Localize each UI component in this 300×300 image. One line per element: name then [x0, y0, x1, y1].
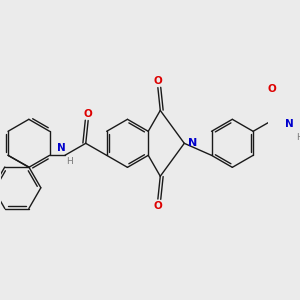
Text: H: H [296, 133, 300, 142]
Text: N: N [188, 138, 197, 148]
Text: H: H [66, 157, 73, 166]
Text: O: O [154, 201, 162, 211]
Text: N: N [57, 143, 65, 153]
Text: O: O [84, 109, 92, 118]
Text: N: N [286, 119, 294, 129]
Text: O: O [154, 76, 162, 85]
Text: O: O [267, 85, 276, 94]
